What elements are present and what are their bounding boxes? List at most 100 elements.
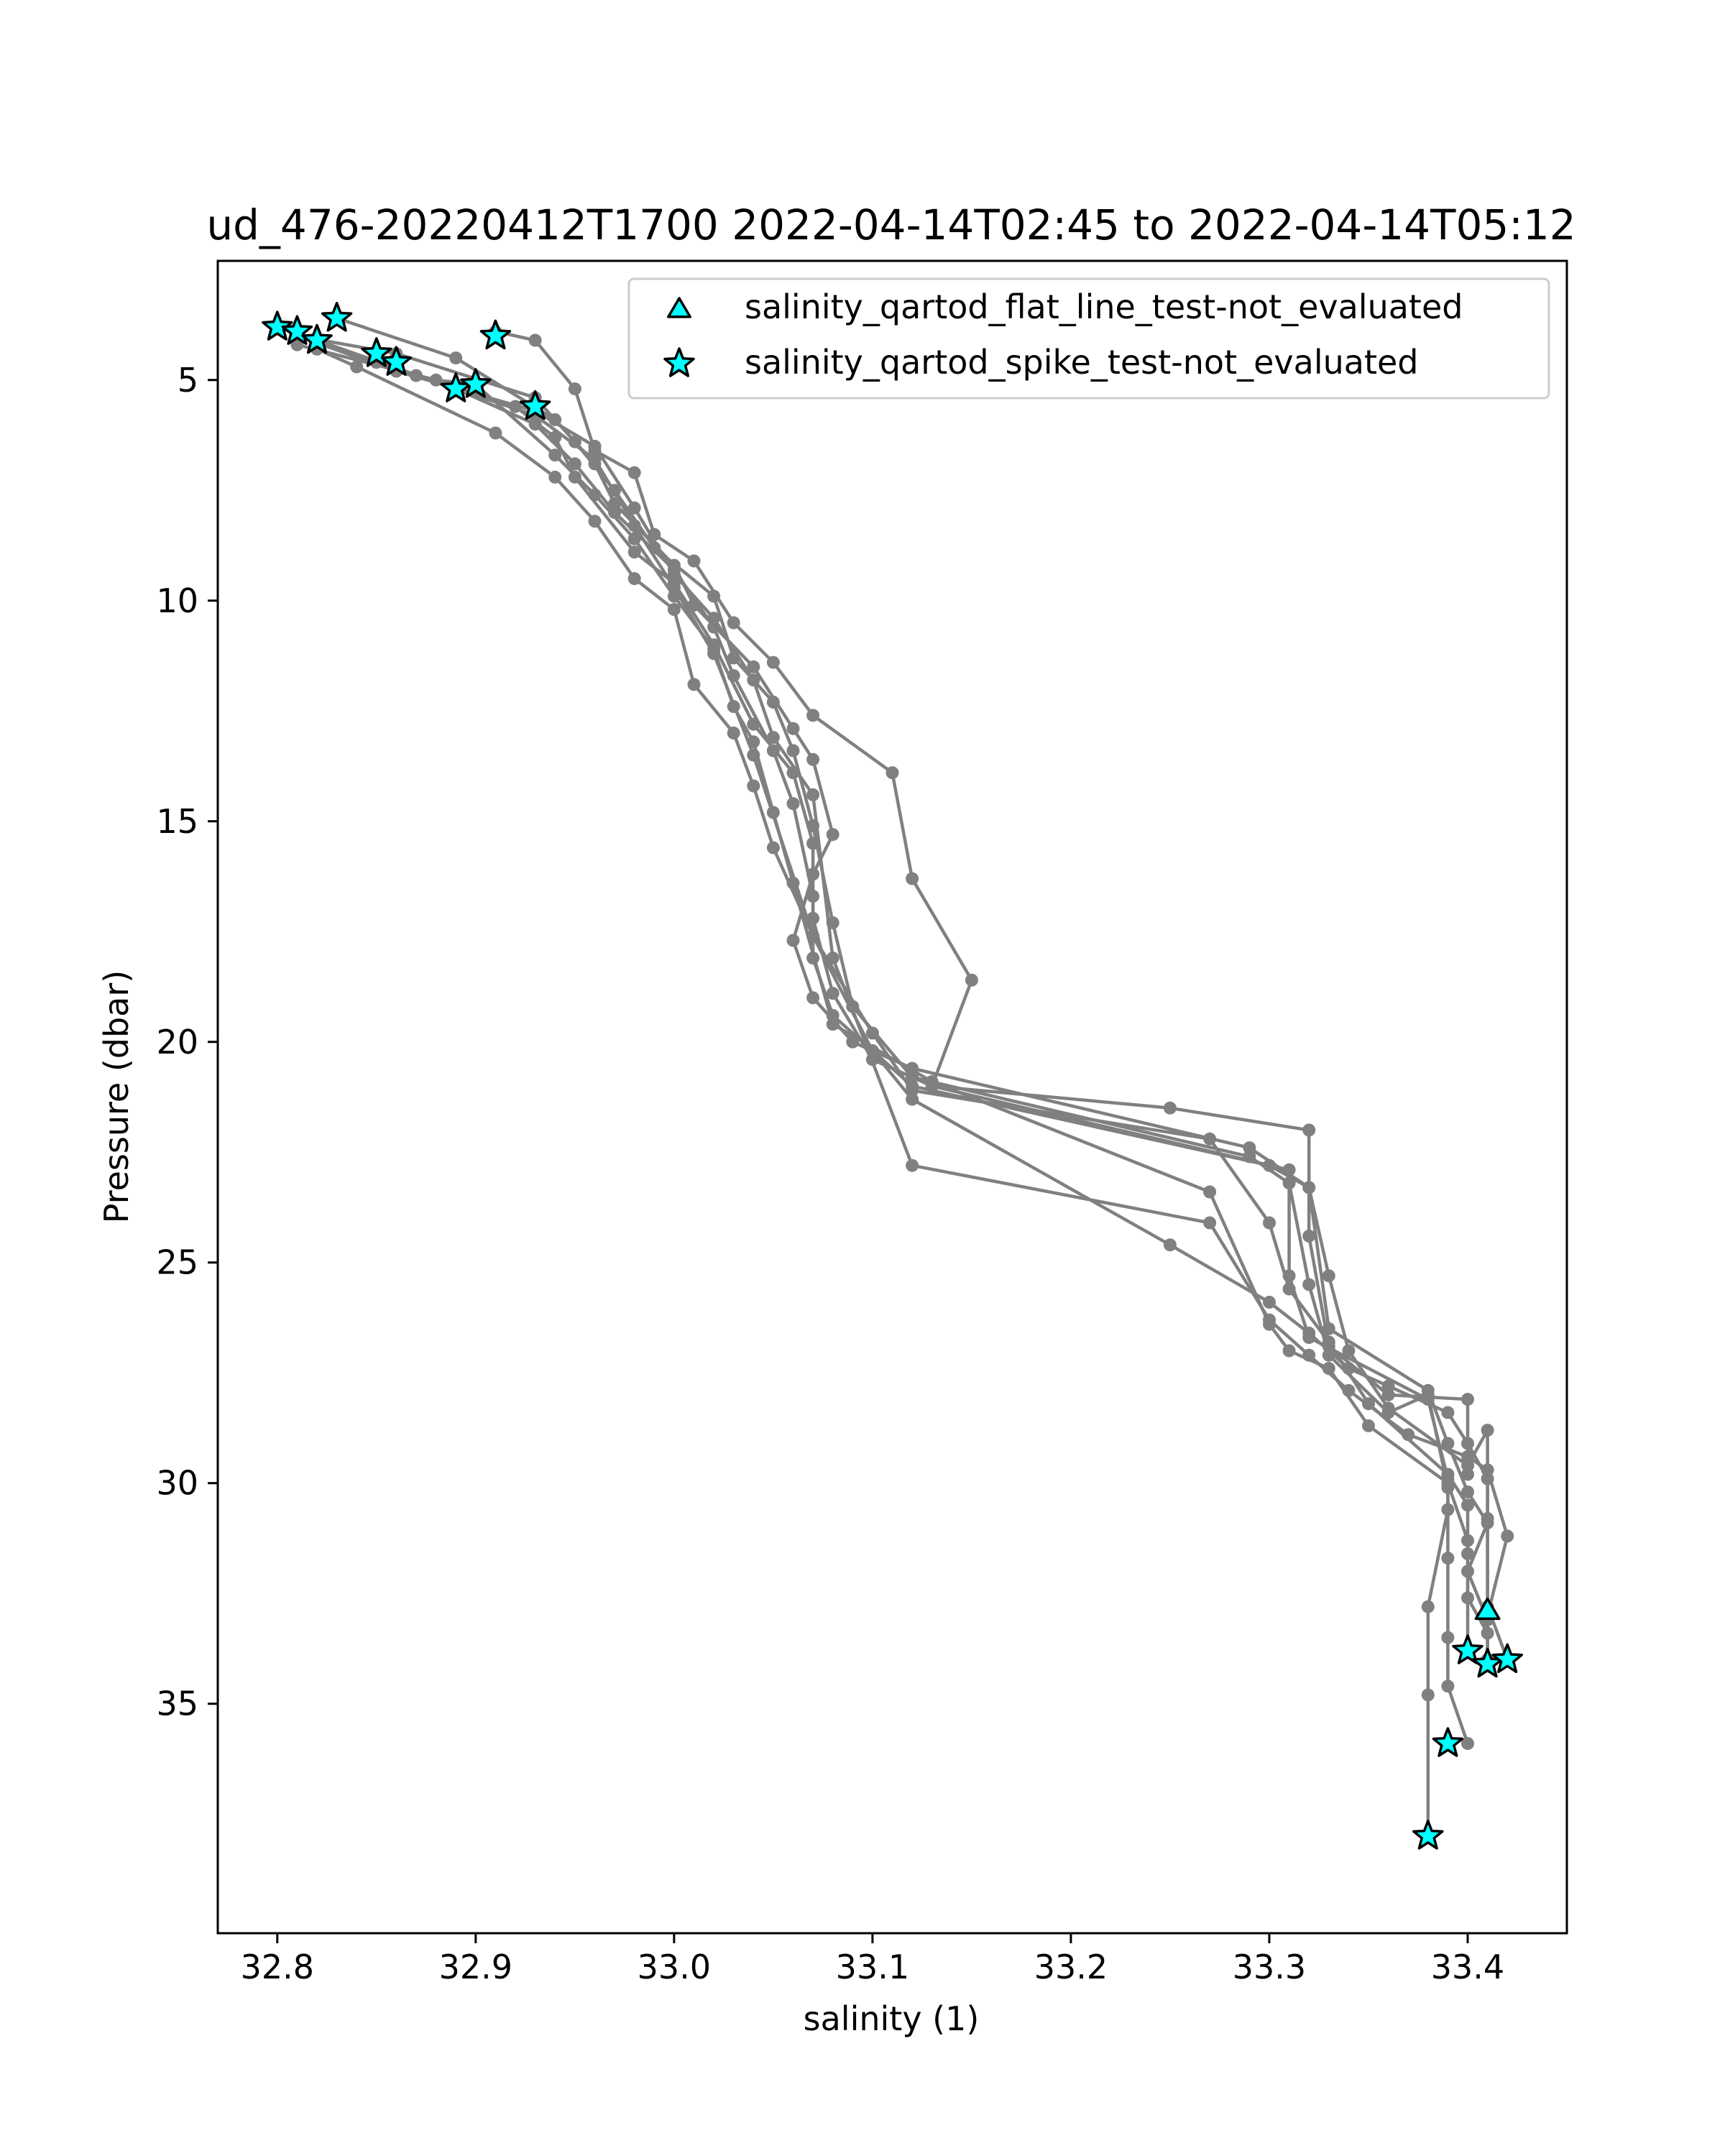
data-point xyxy=(449,351,463,365)
profile-series-9 xyxy=(310,333,1494,1622)
data-point xyxy=(588,515,602,528)
spike-flag-marker xyxy=(301,323,333,354)
data-point xyxy=(965,973,978,987)
flag-markers-layer xyxy=(262,302,1523,1850)
data-point xyxy=(1461,1498,1474,1512)
legend-label-spike: salinity_qartod_spike_test-not_evaluated xyxy=(745,343,1418,382)
data-point xyxy=(766,841,780,854)
data-point xyxy=(588,488,602,502)
data-point xyxy=(806,752,820,766)
data-point xyxy=(410,369,423,382)
spike-flag-marker xyxy=(479,319,512,350)
y-tick-label: 30 xyxy=(156,1464,198,1503)
data-point xyxy=(350,360,364,374)
series-line xyxy=(336,316,1489,1660)
data-point xyxy=(806,991,820,1005)
data-point xyxy=(627,572,641,586)
data-point xyxy=(1342,1362,1356,1376)
spike-flag-marker xyxy=(1412,1820,1444,1850)
data-point xyxy=(747,673,760,687)
data-point xyxy=(627,466,641,479)
x-axis-label: salinity (1) xyxy=(804,1999,980,2038)
y-tick-label: 35 xyxy=(156,1685,198,1723)
data-point xyxy=(1243,1141,1256,1155)
data-point xyxy=(1421,1388,1435,1401)
x-tick-label: 33.2 xyxy=(1034,1948,1108,1986)
data-point xyxy=(1461,1737,1474,1750)
series-layer xyxy=(270,311,1514,1843)
data-point xyxy=(1302,1348,1316,1362)
data-point xyxy=(1421,1688,1435,1702)
data-point xyxy=(766,655,780,669)
chart-title: ud_476-20220412T1700 2022-04-14T02:45 to… xyxy=(206,201,1576,249)
data-point xyxy=(806,890,820,903)
data-point xyxy=(667,603,681,616)
data-point xyxy=(1461,1450,1474,1463)
data-point xyxy=(588,453,602,466)
data-point xyxy=(1342,1344,1356,1358)
data-point xyxy=(687,678,701,691)
data-point xyxy=(906,1092,919,1106)
spike-flag-marker xyxy=(380,346,413,376)
data-point xyxy=(1302,1278,1316,1291)
data-point xyxy=(1461,1459,1474,1473)
spike-flag-marker xyxy=(361,337,392,367)
data-point xyxy=(806,929,820,943)
data-point xyxy=(1163,1238,1177,1252)
data-point xyxy=(528,333,542,347)
y-axis-label: Pressure (dbar) xyxy=(97,970,136,1223)
data-point xyxy=(1302,1229,1316,1243)
data-point xyxy=(1302,1327,1316,1340)
data-point xyxy=(766,696,780,709)
data-point xyxy=(1263,1296,1276,1309)
legend-box xyxy=(627,277,1550,400)
legend: salinity_qartod_flat_line_test-not_evalu… xyxy=(627,277,1550,400)
data-point xyxy=(786,744,800,757)
data-point xyxy=(1501,1529,1514,1543)
data-point xyxy=(1441,1631,1455,1644)
data-point xyxy=(627,501,641,515)
data-point xyxy=(747,660,760,673)
data-point xyxy=(806,788,820,801)
data-point xyxy=(786,797,800,811)
x-tick-label: 33.0 xyxy=(638,1948,711,1986)
data-point xyxy=(1302,1181,1316,1194)
series-line xyxy=(296,343,1489,1664)
data-point xyxy=(1322,1322,1335,1335)
x-axis: 32.8 32.9 33.0 33.1 33.2 33.3 33.4 xyxy=(241,1933,1504,1986)
data-point xyxy=(865,1044,879,1057)
data-point xyxy=(727,616,740,630)
spike-flag-marker xyxy=(262,310,293,341)
data-point xyxy=(588,439,602,453)
spike-flag-marker xyxy=(1452,1634,1484,1664)
spike-flag-marker xyxy=(1491,1643,1523,1674)
data-point xyxy=(906,1070,919,1084)
data-point xyxy=(1461,1393,1474,1406)
data-point xyxy=(1402,1428,1415,1442)
spike-flag-marker xyxy=(1432,1727,1464,1757)
x-tick-label: 33.1 xyxy=(836,1948,909,1986)
data-point xyxy=(1441,1552,1455,1565)
data-point xyxy=(687,554,701,568)
data-point xyxy=(1381,1401,1395,1415)
data-point xyxy=(1263,1216,1276,1230)
data-point xyxy=(1282,1344,1296,1358)
data-point xyxy=(925,1075,939,1088)
data-point xyxy=(627,545,641,559)
data-point xyxy=(707,612,721,625)
data-point xyxy=(627,519,641,533)
flat-line-flag-marker xyxy=(1474,1598,1501,1621)
data-point xyxy=(786,722,800,735)
legend-triangle-marker xyxy=(667,297,691,318)
spike-flag-marker xyxy=(281,315,313,345)
data-point xyxy=(1441,1680,1455,1693)
x-tick-label: 32.9 xyxy=(439,1948,512,1986)
data-point xyxy=(1481,1626,1494,1640)
x-tick-label: 32.8 xyxy=(241,1948,314,1986)
spike-flag-marker xyxy=(519,390,551,420)
x-tick-label: 33.4 xyxy=(1431,1948,1504,1986)
spike-flag-marker xyxy=(321,302,353,332)
data-point xyxy=(1203,1216,1217,1230)
data-point xyxy=(1461,1547,1474,1560)
